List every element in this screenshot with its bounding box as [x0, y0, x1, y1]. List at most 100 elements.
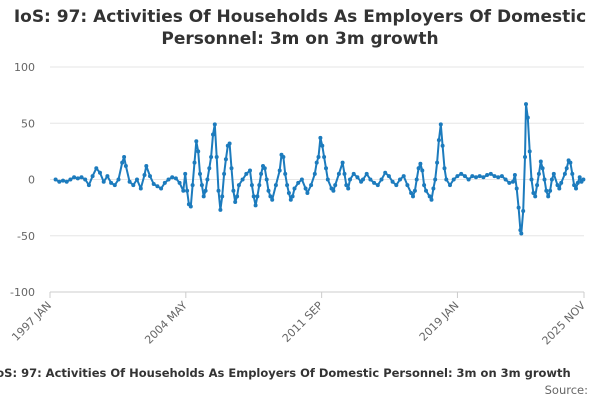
data-point[interactable] — [555, 183, 560, 188]
data-point[interactable] — [559, 180, 564, 185]
data-point[interactable] — [227, 141, 232, 146]
data-point[interactable] — [474, 175, 478, 180]
data-point[interactable] — [79, 175, 84, 180]
data-point[interactable] — [259, 171, 264, 176]
data-point[interactable] — [83, 177, 88, 182]
data-point[interactable] — [348, 177, 352, 182]
data-point[interactable] — [442, 166, 447, 171]
data-point[interactable] — [574, 186, 578, 191]
data-point[interactable] — [218, 207, 223, 212]
data-point[interactable] — [185, 188, 190, 193]
data-point[interactable] — [162, 180, 167, 185]
data-point[interactable] — [131, 183, 136, 188]
data-point[interactable] — [98, 170, 102, 175]
data-point[interactable] — [190, 183, 195, 188]
data-point[interactable] — [207, 166, 212, 171]
data-point[interactable] — [525, 115, 530, 120]
data-point[interactable] — [318, 135, 323, 140]
data-point[interactable] — [477, 174, 482, 179]
data-point[interactable] — [222, 171, 227, 176]
data-point[interactable] — [405, 183, 410, 188]
data-point[interactable] — [331, 188, 336, 193]
data-point[interactable] — [557, 186, 562, 191]
data-point[interactable] — [448, 183, 452, 188]
data-point[interactable] — [438, 122, 443, 127]
data-point[interactable] — [283, 171, 288, 176]
data-point[interactable] — [372, 180, 377, 185]
data-point[interactable] — [138, 186, 143, 191]
data-point[interactable] — [112, 183, 117, 188]
data-point[interactable] — [529, 177, 534, 182]
data-point[interactable] — [492, 174, 497, 179]
data-point[interactable] — [518, 228, 523, 233]
data-point[interactable] — [342, 171, 347, 176]
data-point[interactable] — [412, 188, 417, 193]
data-point[interactable] — [401, 174, 406, 179]
data-point[interactable] — [151, 182, 156, 186]
data-point[interactable] — [205, 177, 210, 182]
data-point[interactable] — [435, 160, 440, 165]
data-point[interactable] — [122, 155, 127, 159]
data-point[interactable] — [411, 194, 415, 199]
data-point[interactable] — [514, 186, 519, 191]
data-point[interactable] — [183, 171, 188, 176]
data-point[interactable] — [361, 177, 365, 182]
data-point[interactable] — [177, 180, 182, 185]
data-point[interactable] — [214, 155, 219, 159]
data-point[interactable] — [324, 166, 328, 171]
data-point[interactable] — [459, 171, 464, 176]
data-point[interactable] — [148, 174, 152, 179]
data-point[interactable] — [201, 194, 206, 199]
data-point[interactable] — [203, 188, 208, 193]
data-point[interactable] — [333, 183, 338, 188]
data-point[interactable] — [229, 166, 234, 171]
data-point[interactable] — [562, 171, 567, 176]
data-point[interactable] — [368, 177, 373, 182]
data-point[interactable] — [194, 139, 199, 144]
data-point[interactable] — [524, 102, 528, 107]
data-point[interactable] — [320, 143, 325, 148]
data-point[interactable] — [64, 179, 69, 184]
data-point[interactable] — [290, 194, 295, 199]
data-point[interactable] — [72, 175, 77, 180]
data-point[interactable] — [344, 183, 349, 188]
data-point[interactable] — [462, 174, 467, 179]
data-point[interactable] — [488, 171, 493, 176]
data-point[interactable] — [431, 186, 436, 191]
data-point[interactable] — [316, 155, 321, 159]
data-point[interactable] — [248, 168, 252, 173]
data-point[interactable] — [159, 186, 164, 191]
data-point[interactable] — [244, 171, 249, 176]
data-point[interactable] — [564, 166, 569, 171]
data-point[interactable] — [523, 155, 527, 159]
data-point[interactable] — [198, 171, 202, 176]
data-point[interactable] — [499, 174, 504, 179]
data-point[interactable] — [255, 194, 260, 199]
data-point[interactable] — [188, 204, 193, 209]
data-point[interactable] — [223, 157, 228, 162]
data-point[interactable] — [220, 194, 225, 199]
data-point[interactable] — [511, 179, 515, 184]
data-point[interactable] — [346, 186, 351, 191]
data-point[interactable] — [236, 183, 241, 188]
data-point[interactable] — [581, 177, 586, 182]
data-point[interactable] — [414, 177, 419, 182]
data-point[interactable] — [383, 170, 388, 175]
data-point[interactable] — [68, 177, 73, 182]
data-point[interactable] — [212, 122, 217, 127]
data-point[interactable] — [196, 149, 201, 154]
data-point[interactable] — [312, 171, 317, 176]
data-point[interactable] — [507, 180, 512, 185]
data-point[interactable] — [75, 176, 80, 181]
data-point[interactable] — [424, 188, 428, 193]
data-point[interactable] — [551, 171, 556, 176]
data-point[interactable] — [325, 177, 330, 182]
data-point[interactable] — [144, 164, 149, 168]
data-point[interactable] — [540, 166, 545, 171]
data-point[interactable] — [240, 177, 245, 182]
data-point[interactable] — [142, 173, 147, 177]
data-point[interactable] — [420, 168, 425, 173]
data-point[interactable] — [409, 191, 414, 195]
data-point[interactable] — [549, 177, 554, 182]
data-point[interactable] — [455, 174, 460, 179]
